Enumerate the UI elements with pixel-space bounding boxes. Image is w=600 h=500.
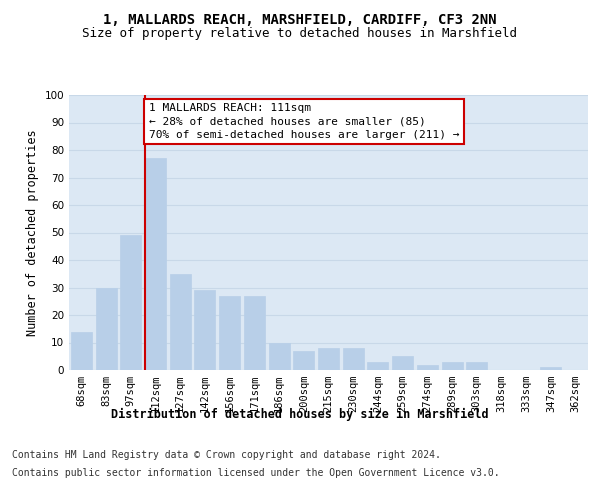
- Bar: [466, 362, 487, 370]
- Bar: [145, 158, 166, 370]
- Text: Distribution of detached houses by size in Marshfield: Distribution of detached houses by size …: [111, 408, 489, 420]
- Bar: [194, 290, 215, 370]
- Bar: [219, 296, 240, 370]
- Text: Contains HM Land Registry data © Crown copyright and database right 2024.: Contains HM Land Registry data © Crown c…: [12, 450, 441, 460]
- Bar: [417, 364, 438, 370]
- Bar: [392, 356, 413, 370]
- Text: Size of property relative to detached houses in Marshfield: Size of property relative to detached ho…: [83, 28, 517, 40]
- Text: 1, MALLARDS REACH, MARSHFIELD, CARDIFF, CF3 2NN: 1, MALLARDS REACH, MARSHFIELD, CARDIFF, …: [103, 12, 497, 26]
- Y-axis label: Number of detached properties: Number of detached properties: [26, 129, 39, 336]
- Bar: [318, 348, 339, 370]
- Bar: [170, 274, 191, 370]
- Bar: [95, 288, 116, 370]
- Bar: [71, 332, 92, 370]
- Bar: [120, 236, 141, 370]
- Bar: [541, 367, 562, 370]
- Bar: [343, 348, 364, 370]
- Text: Contains public sector information licensed under the Open Government Licence v3: Contains public sector information licen…: [12, 468, 500, 477]
- Bar: [269, 342, 290, 370]
- Bar: [442, 362, 463, 370]
- Bar: [244, 296, 265, 370]
- Bar: [367, 362, 388, 370]
- Bar: [293, 351, 314, 370]
- Text: 1 MALLARDS REACH: 111sqm
← 28% of detached houses are smaller (85)
70% of semi-d: 1 MALLARDS REACH: 111sqm ← 28% of detach…: [149, 104, 459, 140]
